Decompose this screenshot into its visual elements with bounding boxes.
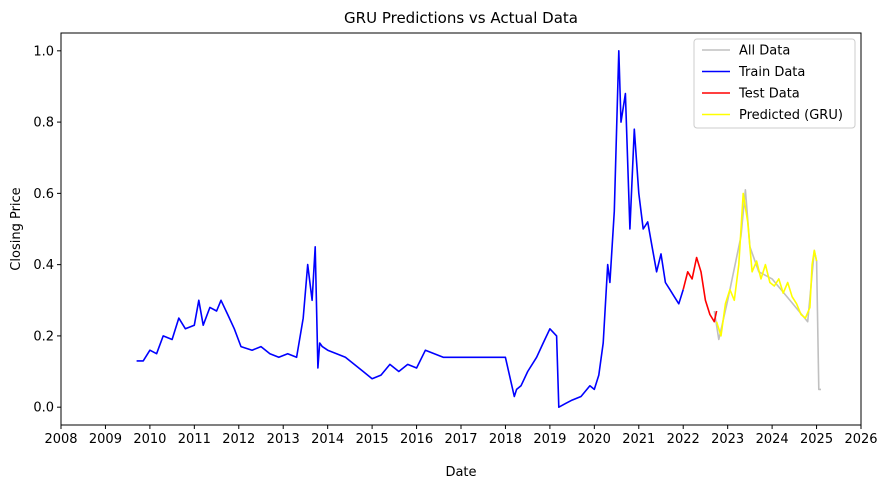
x-tick-label: 2015 xyxy=(356,432,389,447)
series-layer xyxy=(136,49,821,409)
y-tick-label: 0.0 xyxy=(33,401,54,416)
y-axis: 0.0 0.2 0.4 0.6 0.8 1.0 xyxy=(33,44,61,416)
x-tick-label: 2023 xyxy=(711,432,744,447)
x-tick-label: 2024 xyxy=(756,432,789,447)
x-axis-label: Date xyxy=(445,465,476,480)
y-axis-label: Closing Price xyxy=(9,187,24,270)
x-tick-label: 2019 xyxy=(533,432,566,447)
series-line-2 xyxy=(682,256,718,323)
legend-label: All Data xyxy=(739,44,790,59)
legend-label: Predicted (GRU) xyxy=(739,108,843,123)
x-tick-label: 2014 xyxy=(311,432,344,447)
x-tick-label: 2026 xyxy=(844,432,877,447)
x-tick-label: 2017 xyxy=(444,432,477,447)
x-tick-label: 2010 xyxy=(133,432,166,447)
x-tick-label: 2021 xyxy=(622,432,655,447)
x-tick-label: 2013 xyxy=(267,432,300,447)
chart-title: GRU Predictions vs Actual Data xyxy=(344,9,578,27)
legend-label: Train Data xyxy=(738,65,805,80)
series-line-3 xyxy=(715,192,818,337)
x-tick-label: 2016 xyxy=(400,432,433,447)
y-tick-label: 0.6 xyxy=(33,187,54,202)
x-axis: 2008 2009 2010 2011 2012 2013 2014 2015 2016 2017… xyxy=(44,425,878,447)
x-tick-label: 2018 xyxy=(489,432,522,447)
legend-box xyxy=(693,38,856,129)
x-tick-label: 2020 xyxy=(578,432,611,447)
y-tick-label: 0.4 xyxy=(33,258,54,273)
y-tick-label: 0.8 xyxy=(33,116,54,131)
x-tick-label: 2025 xyxy=(800,432,833,447)
x-tick-label: 2009 xyxy=(89,432,122,447)
x-tick-label: 2008 xyxy=(44,432,77,447)
legend: All Data Train Data Test Data Predicted (GR… xyxy=(693,38,856,129)
x-tick-label: 2022 xyxy=(667,432,700,447)
y-tick-label: 1.0 xyxy=(33,44,54,59)
x-tick-label: 2011 xyxy=(178,432,211,447)
legend-label: Test Data xyxy=(738,87,800,102)
y-tick-label: 0.2 xyxy=(33,329,54,344)
series-line-1 xyxy=(136,49,684,409)
x-tick-label: 2012 xyxy=(222,432,255,447)
